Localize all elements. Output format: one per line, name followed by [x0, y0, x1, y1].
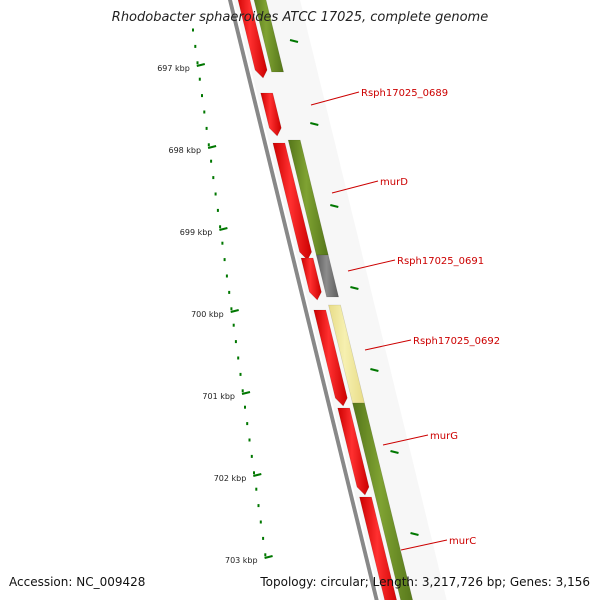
cds-arrow-murd: [272, 142, 312, 261]
ruler-minor-tick: [246, 422, 249, 426]
callout-line-murg: [382, 434, 429, 446]
ruler-minor-tick: [221, 241, 224, 245]
outer-tick-7: [410, 532, 419, 536]
kbp-label-7: 703 kbp: [225, 556, 258, 565]
kbp-label-2: 698 kbp: [168, 146, 201, 155]
cds-arrow-murg: [337, 407, 370, 496]
callout-line-murc: [400, 539, 448, 551]
ruler-minor-tick: [230, 307, 233, 311]
outer-tick-3: [330, 204, 339, 208]
ruler-minor-tick: [205, 126, 208, 130]
cds-arrow-murc: [359, 496, 397, 600]
ruler-minor-tick: [203, 110, 206, 114]
ruler-major-tick-2: [207, 145, 217, 149]
ruler-major-tick-6: [253, 473, 262, 477]
cog-bar-rsph17025-0691: [315, 254, 339, 298]
outer-tick-4: [350, 286, 359, 290]
outer-tick-1: [289, 39, 299, 43]
ruler-minor-tick: [198, 77, 201, 81]
outer-tick-5: [370, 368, 379, 372]
backbone-line: [228, 0, 379, 600]
cds-arrow-rsph17025-0689: [260, 92, 282, 137]
ruler-minor-tick: [264, 553, 267, 557]
outer-tick-6: [390, 450, 399, 454]
ruler-major-tick-1: [196, 63, 206, 67]
callout-line-rsph17025-0691: [347, 259, 396, 272]
ruler-minor-tick: [201, 94, 203, 98]
ruler-minor-tick: [223, 258, 226, 262]
ruler-minor-tick: [232, 323, 235, 327]
ruler-minor-tick: [248, 438, 251, 442]
gene-label-rsph17025-0692: Rsph17025_0692: [413, 336, 500, 347]
ruler-minor-tick: [194, 44, 197, 48]
kbp-label-3: 699 kbp: [180, 228, 213, 237]
ruler-minor-tick: [207, 143, 210, 147]
ruler-minor-tick: [225, 274, 228, 278]
accession-label: Accession: NC_009428: [9, 575, 146, 589]
cds-arrow-rsph17025-0691: [300, 257, 322, 301]
genome-summary: Topology: circular; Length: 3,217,726 bp…: [260, 575, 590, 589]
callout-line-rsph17025-0692: [364, 339, 412, 351]
ruler-minor-tick: [234, 340, 237, 344]
kbp-label-5: 701 kbp: [202, 392, 235, 401]
outer-tick-2: [310, 122, 319, 126]
ruler-minor-tick: [196, 61, 199, 65]
ruler-minor-tick: [250, 454, 253, 458]
gene-label-murc: murC: [449, 536, 476, 547]
ruler-minor-tick: [219, 225, 222, 229]
ruler-major-tick-7: [264, 555, 273, 559]
kbp-label-6: 702 kbp: [214, 474, 247, 483]
ruler-minor-tick: [259, 520, 262, 524]
cds-arrow-rsph17025-0692: [313, 309, 348, 407]
gene-label-rsph17025-0691: Rsph17025_0691: [397, 256, 484, 267]
gene-label-murg: murG: [430, 431, 458, 442]
gene-label-murd: murD: [380, 177, 408, 188]
ruler-minor-tick: [192, 28, 194, 32]
map-title: Rhodobacter sphaeroides ATCC 17025, comp…: [111, 10, 489, 25]
ruler-major-tick-3: [219, 227, 228, 231]
ruler-minor-tick: [237, 356, 240, 360]
ruler-major-tick-5: [241, 391, 251, 395]
kbp-label-1: 697 kbp: [157, 64, 190, 73]
ruler-minor-tick: [257, 504, 260, 508]
ruler-minor-tick: [210, 159, 213, 163]
callout-line-rsph17025-0689: [310, 91, 360, 106]
cog-bar-1: [253, 0, 284, 73]
ruler-minor-tick: [253, 471, 255, 475]
ruler-minor-tick: [239, 372, 242, 376]
ruler-minor-tick: [212, 176, 215, 180]
ruler-minor-tick: [241, 389, 244, 393]
cog-bar-murg-murc: [352, 402, 413, 600]
ruler-minor-tick: [244, 405, 246, 409]
kbp-label-4: 700 kbp: [191, 310, 224, 319]
ruler-minor-tick: [262, 536, 265, 540]
callout-line-murd: [331, 180, 379, 194]
cds-arrow-1: [237, 0, 268, 79]
ruler-minor-tick: [255, 487, 258, 491]
track-shadow-band: [234, 0, 447, 600]
ruler-minor-tick: [216, 208, 219, 212]
ruler-minor-tick: [228, 290, 231, 294]
ruler-minor-tick: [214, 192, 217, 196]
gene-label-rsph17025-0689: Rsph17025_0689: [361, 88, 448, 99]
ruler-major-tick-4: [230, 309, 239, 313]
